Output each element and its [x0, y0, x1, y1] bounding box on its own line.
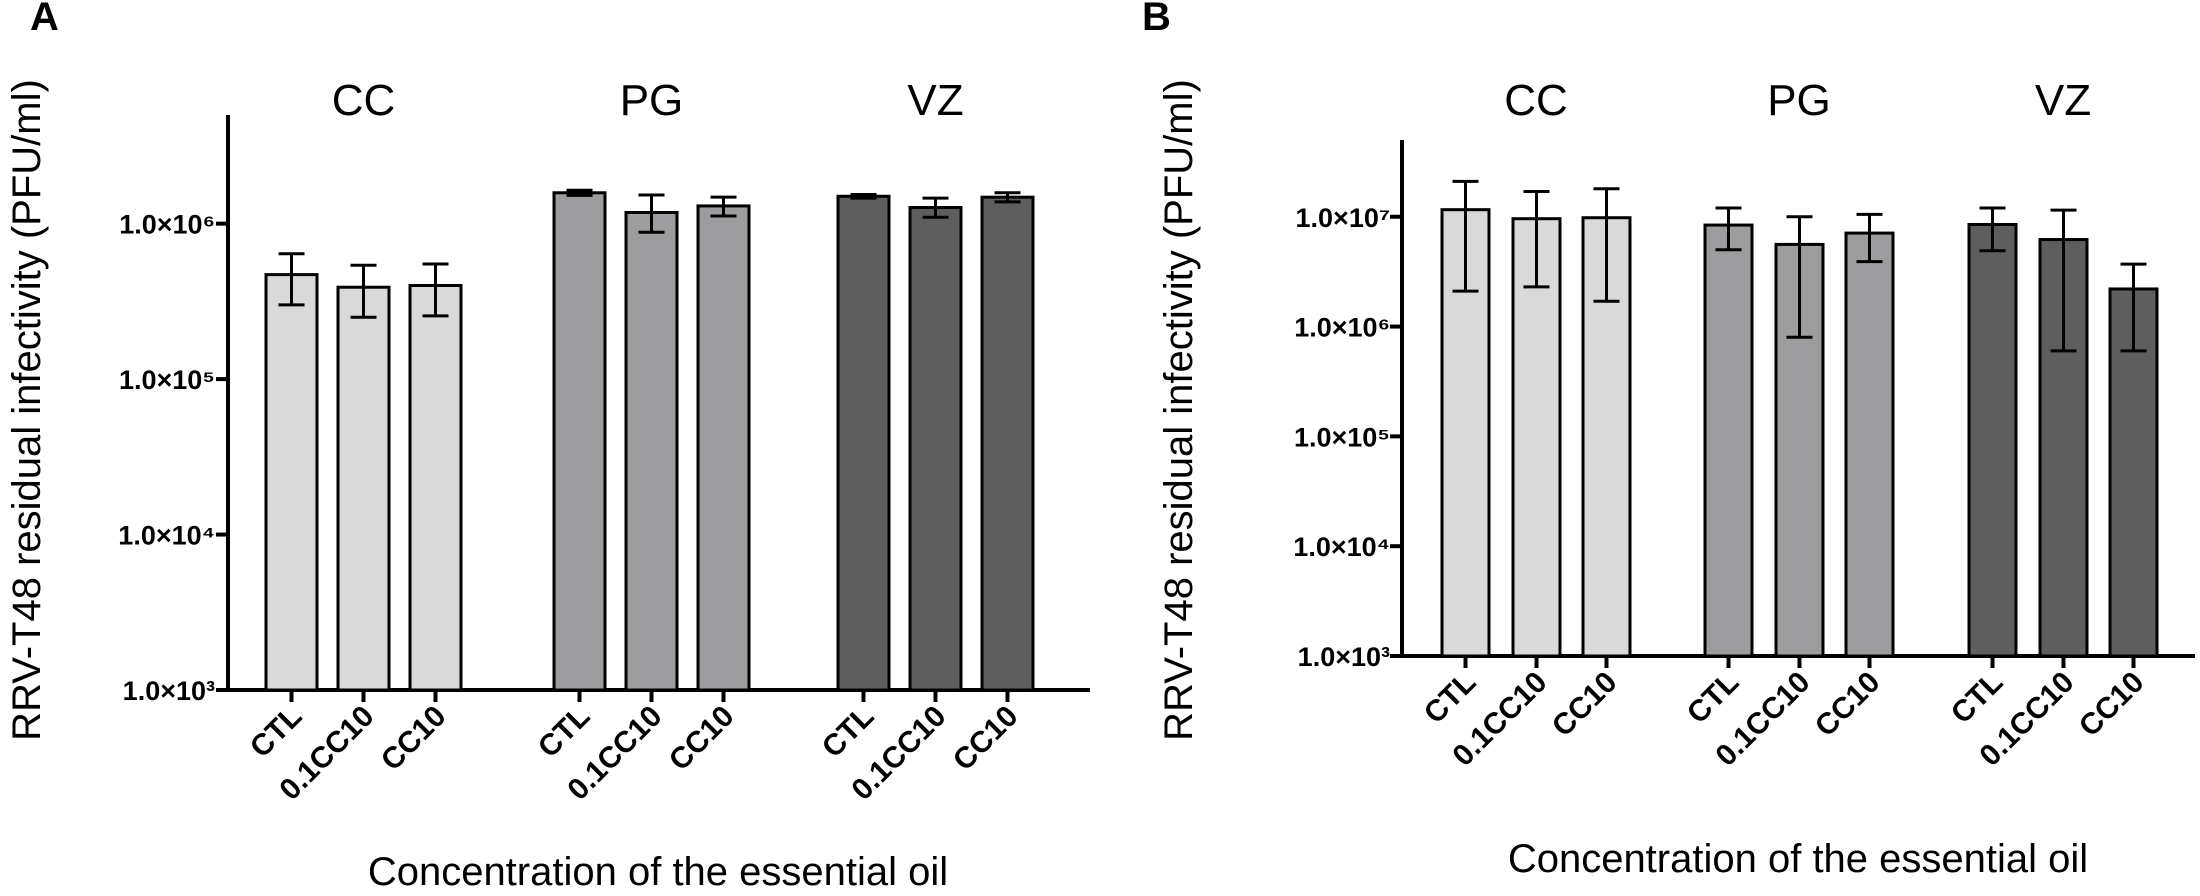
- bar: [1967, 223, 2018, 658]
- category-label: CC10: [663, 700, 741, 778]
- panel-letter-b: B: [1142, 0, 1171, 39]
- category-label: CTL: [244, 700, 309, 765]
- bar: [408, 284, 463, 692]
- y-tick-label: 1.0×10⁶: [1294, 313, 1390, 343]
- chart-panel-b: 1.0×10³ 1.0×10⁴ 1.0×10⁵ 1.0×10⁶ 1.0×10⁷ RRV-T…: [1157, 76, 2195, 881]
- bar: [624, 210, 679, 692]
- y-tick-label: 1.0×10³: [123, 676, 215, 706]
- bar: [980, 195, 1035, 692]
- category-label: CC10: [375, 700, 453, 778]
- y-tick-label: 1.0×10⁵: [119, 365, 215, 395]
- group-label: CC: [1504, 76, 1568, 125]
- group-label: VZ: [2035, 76, 2091, 125]
- bar: [552, 191, 607, 692]
- category-label: CC10: [947, 700, 1025, 778]
- bar: [908, 206, 963, 692]
- category-label: CTL: [532, 700, 597, 765]
- y-tick-label: 1.0×10⁶: [119, 210, 215, 240]
- y-axis-title: RRV-T48 residual infectivity (PFU/ml): [5, 79, 49, 741]
- y-tick-label: 1.0×10³: [1298, 642, 1390, 672]
- bar: [696, 204, 751, 692]
- bar: [836, 194, 891, 692]
- x-axis-title: Concentration of the essential oil: [1508, 837, 2088, 881]
- category-label: CC10: [2073, 666, 2151, 744]
- category-label: CTL: [1945, 666, 2010, 731]
- group-label: PG: [1767, 76, 1831, 125]
- category-label: CTL: [1681, 666, 1746, 731]
- chart-panel-a: 1.0×10³ 1.0×10⁴ 1.0×10⁵ 1.0×10⁶ RRV-T48 resi…: [5, 76, 1090, 894]
- group-label: PG: [620, 76, 684, 125]
- category-label: CTL: [816, 700, 881, 765]
- category-label: CTL: [1418, 666, 1483, 731]
- y-tick-label: 1.0×10⁴: [1293, 532, 1390, 562]
- x-axis-title: Concentration of the essential oil: [368, 850, 948, 894]
- group-label: CC: [332, 76, 396, 125]
- category-label: CC10: [1809, 666, 1887, 744]
- group-label: VZ: [907, 76, 963, 125]
- y-axis-title: RRV-T48 residual infectivity (PFU/ml): [1157, 79, 1201, 741]
- category-label: CC10: [1546, 666, 1624, 744]
- bar: [336, 285, 391, 692]
- panel-letter-a: A: [30, 0, 59, 39]
- bar: [1703, 223, 1754, 658]
- y-tick-label: 1.0×10⁷: [1296, 203, 1390, 233]
- y-tick-label: 1.0×10⁴: [118, 521, 215, 551]
- bar: [264, 273, 319, 692]
- y-tick-label: 1.0×10⁵: [1294, 422, 1390, 452]
- bar: [1844, 231, 1895, 658]
